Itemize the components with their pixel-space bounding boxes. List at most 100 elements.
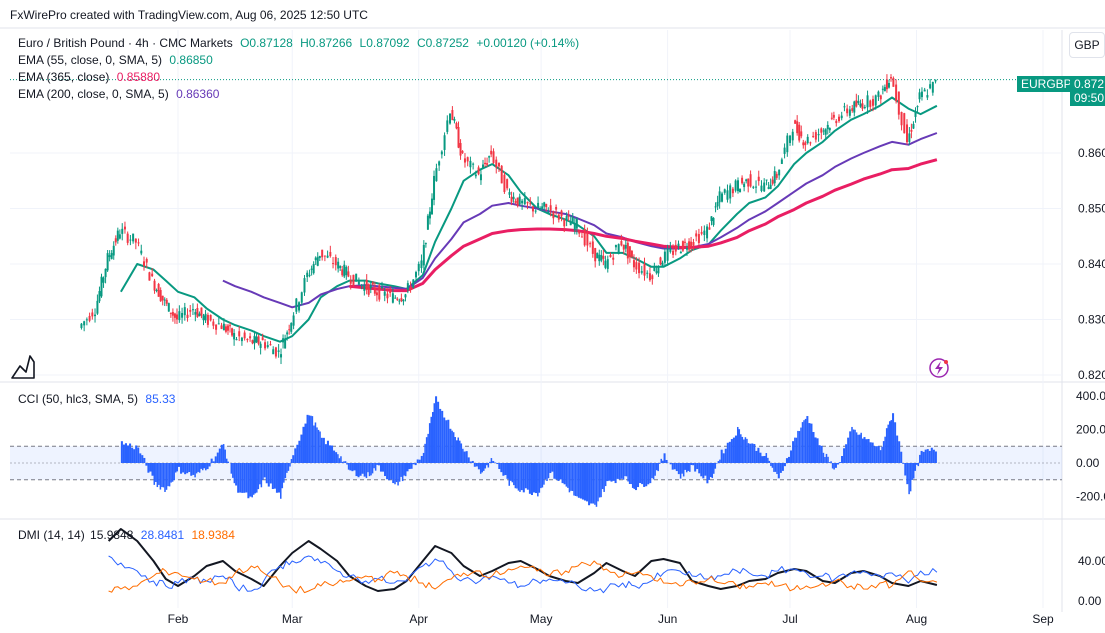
cci-bar bbox=[769, 461, 771, 463]
cci-bar bbox=[178, 463, 180, 467]
candle-body bbox=[244, 333, 246, 339]
candle-body bbox=[472, 164, 474, 165]
cci-bar bbox=[870, 442, 872, 463]
cci-bar bbox=[635, 463, 637, 490]
candle-body bbox=[420, 261, 422, 269]
cci-bar bbox=[392, 463, 394, 483]
cci-bar bbox=[249, 463, 251, 497]
cci-bar bbox=[316, 427, 318, 463]
candle-body bbox=[812, 136, 814, 137]
ema365-line bbox=[349, 160, 937, 291]
candle-body bbox=[200, 308, 202, 316]
candle-body bbox=[719, 191, 721, 202]
candle-body bbox=[857, 101, 859, 103]
cci-bar bbox=[421, 456, 423, 463]
candle-body bbox=[929, 84, 931, 88]
cci-bar bbox=[615, 463, 617, 483]
cci-bar bbox=[337, 454, 339, 463]
price-axis-label: 0.830 bbox=[1078, 313, 1105, 327]
cci-bar bbox=[613, 463, 615, 481]
candle-body bbox=[127, 234, 129, 243]
candle-body bbox=[227, 326, 229, 331]
cci-bar bbox=[239, 463, 241, 493]
cci-bar bbox=[209, 463, 211, 466]
cci-bar bbox=[141, 455, 143, 463]
candle-body bbox=[498, 163, 500, 167]
candle-body bbox=[537, 203, 539, 208]
cci-bar bbox=[292, 455, 294, 463]
cci-bar bbox=[147, 463, 149, 473]
candle-body bbox=[306, 273, 308, 277]
cci-bar bbox=[378, 463, 380, 465]
cci-bar bbox=[342, 462, 344, 463]
candle-body bbox=[926, 95, 928, 97]
cci-bar bbox=[810, 424, 812, 463]
cci-bar bbox=[674, 463, 676, 469]
cci-bar bbox=[578, 463, 580, 498]
cci-bar bbox=[419, 460, 421, 463]
cci-bar bbox=[630, 463, 632, 484]
ema55-line bbox=[121, 98, 937, 342]
cci-bar bbox=[396, 463, 398, 482]
cci-bar bbox=[562, 463, 564, 483]
candle-body bbox=[488, 156, 490, 157]
cci-bar bbox=[863, 437, 865, 463]
cci-bar bbox=[900, 452, 902, 463]
candle-body bbox=[877, 92, 879, 97]
cci-bar bbox=[313, 426, 315, 463]
candle-body bbox=[664, 252, 666, 263]
cci-bar bbox=[456, 440, 458, 463]
candle-body bbox=[846, 109, 848, 114]
cci-bar bbox=[307, 415, 309, 463]
candle-body bbox=[698, 234, 700, 243]
cci-bar bbox=[502, 463, 504, 476]
ohlc-low: L0.87092 bbox=[360, 36, 410, 50]
cci-bar bbox=[227, 462, 229, 463]
cci-bar bbox=[751, 443, 753, 463]
candle-body bbox=[786, 136, 788, 153]
price-axis-label: 0.860 bbox=[1078, 146, 1105, 160]
cci-bar bbox=[397, 463, 399, 485]
cci-bar bbox=[223, 444, 225, 463]
candle-body bbox=[453, 119, 455, 121]
candle-body bbox=[620, 241, 622, 245]
cci-bar bbox=[624, 463, 626, 476]
cci-bar bbox=[492, 461, 494, 463]
candle-body bbox=[355, 274, 357, 282]
candle-body bbox=[855, 100, 857, 106]
cci-bar bbox=[670, 463, 672, 464]
cci-bar bbox=[596, 463, 598, 507]
cci-bar bbox=[639, 463, 641, 483]
candle-body bbox=[884, 87, 886, 91]
candle-body bbox=[743, 184, 745, 187]
cci-bar bbox=[268, 463, 270, 487]
candle-body bbox=[146, 259, 148, 263]
dmi-legend: DMI (14, 14) 15.9848 28.8481 18.9384 bbox=[18, 528, 235, 542]
candle-body bbox=[280, 354, 282, 357]
cci-bar bbox=[411, 463, 413, 469]
cci-bar bbox=[282, 463, 284, 488]
candle-body bbox=[586, 232, 588, 245]
cci-bar bbox=[454, 437, 456, 463]
month-label: Sep bbox=[1032, 612, 1054, 626]
currency-button[interactable]: GBP bbox=[1069, 32, 1105, 58]
cci-bar bbox=[355, 463, 357, 476]
cci-bar bbox=[169, 463, 171, 486]
candle-body bbox=[415, 272, 417, 277]
cci-bar bbox=[931, 448, 933, 463]
cci-bar bbox=[196, 463, 198, 473]
cci-bar bbox=[531, 463, 533, 495]
cci-bar bbox=[176, 463, 178, 471]
cci-bar bbox=[451, 431, 453, 463]
cci-bar bbox=[856, 432, 858, 463]
cci-bar bbox=[170, 463, 172, 483]
cci-bar bbox=[289, 463, 291, 467]
cci-bar bbox=[164, 463, 166, 492]
cci-bar bbox=[346, 463, 348, 465]
cci-bar bbox=[443, 418, 445, 463]
candle-body bbox=[646, 273, 648, 274]
candle-body bbox=[710, 216, 712, 221]
flash-icon[interactable] bbox=[930, 359, 948, 377]
attribution: FxWirePro created with TradingView.com, … bbox=[10, 8, 368, 22]
cci-bar bbox=[274, 463, 276, 489]
